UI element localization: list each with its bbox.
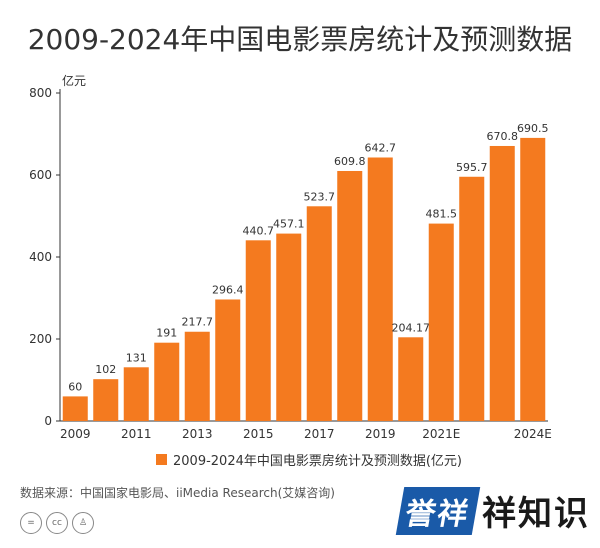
equal-icon: =: [20, 512, 42, 534]
bar: [398, 337, 424, 421]
bar: [215, 299, 241, 421]
bar-value-label: 457.1: [273, 218, 305, 231]
bar-value-label: 670.8: [487, 130, 519, 143]
y-tick-label: 0: [44, 414, 52, 428]
data-source: 数据来源：中国国家电影局、iiMedia Research(艾媒咨询): [20, 486, 335, 500]
bar: [62, 396, 88, 421]
bar: [93, 379, 119, 421]
bar: [367, 157, 393, 422]
license-icons: = cc ♙: [20, 512, 94, 534]
x-tick-label: 2024E: [514, 427, 552, 441]
x-tick-label: 2011: [121, 427, 152, 441]
x-tick-label: 2009: [60, 427, 91, 441]
bar-value-label: 481.5: [426, 208, 458, 221]
bar-value-label: 523.7: [304, 190, 336, 203]
bar: [184, 331, 210, 421]
bar-value-label: 642.7: [365, 141, 397, 154]
bar-value-label: 191: [156, 327, 177, 340]
x-tick-label: 2021E: [422, 427, 460, 441]
bar: [276, 233, 302, 421]
bar: [459, 176, 485, 421]
bar-value-label: 296.4: [212, 283, 244, 296]
x-tick-label: 2013: [182, 427, 213, 441]
bar-value-label: 595.7: [456, 161, 488, 174]
bar-value-label: 440.7: [243, 224, 275, 237]
x-tick-label: 2019: [365, 427, 396, 441]
x-tick-label: 2015: [243, 427, 274, 441]
legend-label: 2009-2024年中国电影票房统计及预测数据(亿元): [173, 454, 463, 469]
bar: [428, 223, 454, 421]
chart-legend: 2009-2024年中国电影票房统计及预测数据(亿元): [156, 450, 462, 469]
bar: [123, 367, 149, 421]
brand-box: 誉祥: [395, 486, 481, 535]
bar-value-label: 217.7: [182, 316, 214, 329]
x-tick-label: 2017: [304, 427, 335, 441]
y-tick-label: 200: [29, 332, 52, 346]
bar-value-label: 609.8: [334, 155, 366, 168]
bar-value-label: 690.5: [517, 122, 549, 135]
y-tick-label: 800: [29, 86, 52, 100]
person-icon: ♙: [72, 512, 94, 534]
bar-value-label: 60: [68, 380, 82, 393]
cc-icon: cc: [46, 512, 68, 534]
bar: [306, 206, 332, 421]
y-tick-label: 600: [29, 168, 52, 182]
legend-swatch: [156, 454, 167, 465]
bar: [245, 240, 271, 421]
bar: [154, 342, 180, 421]
bar: [337, 170, 363, 421]
bar-value-label: 102: [95, 363, 116, 376]
brand-logo: 誉祥 祥知识: [395, 486, 590, 535]
bar-value-label: 204.17: [392, 321, 431, 334]
bar-value-label: 131: [126, 351, 147, 364]
brand-text: 祥知识: [482, 494, 590, 534]
bar: [489, 145, 515, 422]
page-title: 2009-2024年中国电影票房统计及预测数据: [27, 23, 573, 56]
bar: [520, 137, 546, 421]
y-tick-label: 400: [29, 250, 52, 264]
y-axis-unit-label: 亿元: [62, 74, 87, 88]
